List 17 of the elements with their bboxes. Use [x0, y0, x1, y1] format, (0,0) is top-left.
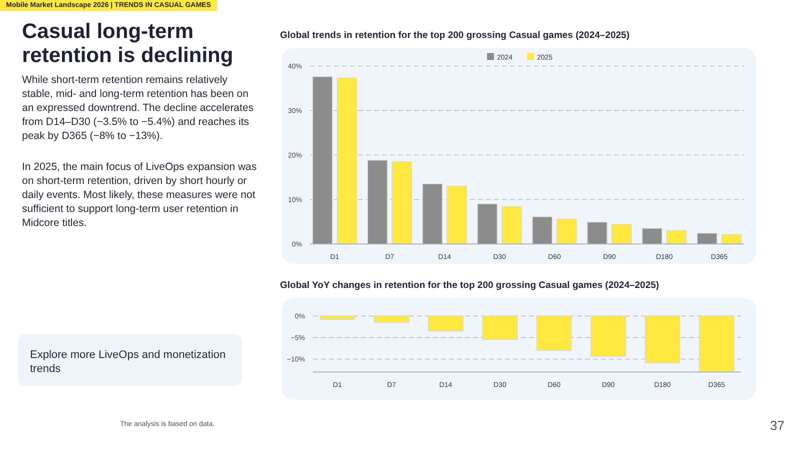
bar — [666, 230, 687, 244]
text: In 2025, the main focus of LiveOps expansion was on short-term retention, driven by short hourly or daily events. Most likely, these measures were not sufficient to support long-term user retention in Midcore titles. — [22, 160, 257, 230]
bar — [532, 216, 552, 244]
text: 37 — [770, 418, 784, 433]
chart-title: Global trends in retention for the top 200 grossing Casual games (2024–2025) — [280, 30, 630, 41]
chart-title: Global YoY changes in retention for the top 200 grossing Casual games (2024–2025) — [280, 280, 660, 291]
bar — [612, 224, 632, 244]
bar — [697, 233, 718, 244]
bar — [502, 206, 522, 244]
text: While short-term retention remains relatively stable, mid- and long-term retention has been on an expressed downtrend. The decline accelerates from D14–D30 (−3.5% to −5.4%) and reaches its peak by D365 (−8% to −13%). — [22, 73, 255, 143]
bar — [587, 222, 608, 244]
bar — [721, 234, 742, 244]
bar — [477, 204, 498, 244]
text: Casual long-term retention is declining — [22, 20, 234, 68]
text: Explore more LiveOps and monetization trends — [18, 334, 242, 386]
bar — [556, 218, 577, 244]
bar — [642, 228, 662, 244]
